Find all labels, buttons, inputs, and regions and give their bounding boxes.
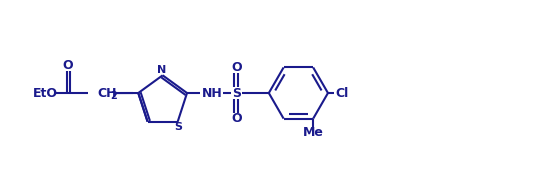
Text: O: O: [231, 112, 241, 125]
Text: CH: CH: [98, 86, 117, 100]
Text: S: S: [232, 86, 241, 100]
Text: O: O: [231, 61, 241, 74]
Text: 2: 2: [110, 91, 117, 101]
Text: S: S: [175, 122, 183, 132]
Text: NH: NH: [202, 86, 223, 100]
Text: Cl: Cl: [335, 86, 348, 100]
Text: O: O: [63, 59, 73, 72]
Text: N: N: [157, 65, 166, 75]
Text: EtO: EtO: [33, 86, 57, 100]
Text: Me: Me: [302, 126, 323, 139]
